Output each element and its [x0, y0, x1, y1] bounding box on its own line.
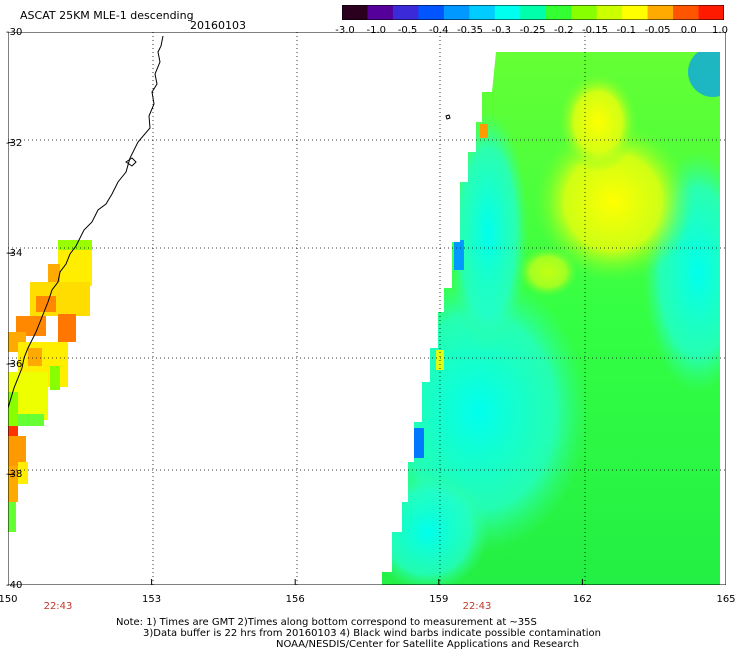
coast-island: [445, 114, 451, 120]
lat-label: -30: [6, 27, 23, 38]
yellow-cell: [18, 462, 28, 484]
colorbar-swatch: [673, 5, 700, 20]
orange-cell: [58, 314, 76, 342]
colorbar-label: -1.0: [366, 25, 387, 36]
map-grid: [8, 32, 726, 585]
lat-label: -34: [6, 248, 23, 260]
note-line-3: NOAA/NESDIS/Center for Satellite Applica…: [276, 639, 580, 650]
colorbar-swatch: [545, 5, 572, 20]
colorbar-swatch: [698, 5, 724, 20]
lon-label: 153: [142, 594, 162, 605]
colorbar-swatch: [520, 5, 547, 20]
colorbar-swatch: [494, 5, 521, 20]
colorbar-swatch: [392, 5, 419, 20]
lon-label: 156: [285, 594, 305, 605]
colorbar-label: -0.25: [519, 25, 546, 36]
green-cell: [50, 366, 60, 390]
colorbar-swatch: [596, 5, 623, 20]
green-cell: [58, 240, 92, 250]
lon-label: 159: [429, 594, 449, 605]
orange-cell: [36, 296, 56, 312]
cyan-region-west: [448, 112, 528, 352]
colorbar-swatch: [367, 5, 394, 20]
note-line-2: 3)Data buffer is 22 hrs from 20160103 4)…: [143, 628, 601, 639]
green-cell: [18, 414, 44, 426]
coastline: [8, 35, 164, 409]
colorbar-swatch: [443, 5, 470, 20]
colorbar-label: -3.0: [335, 25, 355, 36]
green-cell: [8, 392, 18, 426]
blue-patch: [414, 428, 424, 458]
lat-label: -38: [6, 469, 23, 481]
map-date: 20160103: [190, 19, 246, 32]
lat-label: -40: [6, 580, 23, 591]
colorbar-swatch: [342, 5, 369, 20]
time-label-east: 22:43: [462, 601, 492, 612]
orange-cell: [8, 436, 26, 466]
colorbar-swatch: [418, 5, 445, 20]
colorbar-swatch: [571, 5, 598, 20]
colorbar-label: -0.4: [428, 25, 449, 36]
colorbar-label: -0.2: [553, 25, 574, 36]
west-swath: [8, 240, 92, 532]
coast-island: [125, 157, 137, 167]
orange-cell: [8, 466, 18, 502]
lat-label: -36: [6, 358, 23, 370]
lon-label: 165: [716, 594, 736, 605]
colorbar-label: -0.05: [644, 25, 671, 36]
orange-cell: [28, 348, 42, 366]
lon-label: 162: [572, 594, 592, 605]
yellow-region-north: [558, 72, 638, 172]
colorbar: [342, 5, 724, 20]
blue-patch: [454, 240, 464, 270]
colorbar-label: 0.0: [680, 25, 697, 36]
red-cell: [8, 426, 18, 438]
lat-label: -32: [6, 137, 23, 149]
time-label-west: 22:43: [43, 601, 73, 612]
map-plot: [8, 32, 726, 585]
green-cell: [8, 502, 16, 532]
east-swath: [382, 52, 720, 585]
blue-region-ne: [688, 52, 720, 97]
orange-cell: [48, 264, 60, 282]
colorbar-label: -0.3: [491, 25, 512, 36]
map-title: ASCAT 25KM MLE-1 descending: [20, 9, 194, 22]
lon-label: 150: [0, 594, 18, 605]
axis-ticks: [8, 32, 726, 585]
colorbar-label: -0.35: [457, 25, 483, 36]
colorbar-label: 1.0: [712, 25, 728, 36]
colorbar-swatch: [622, 5, 649, 20]
yellow-region: [533, 122, 693, 282]
orange-patch: [480, 124, 488, 138]
colorbar-swatch: [469, 5, 496, 20]
colorbar-swatch: [647, 5, 674, 20]
note-line-1: Note: 1) Times are GMT 2)Times along bot…: [116, 617, 537, 628]
colorbar-label: -0.1: [616, 25, 637, 36]
yellow-region-west: [518, 247, 578, 297]
colorbar-label: -0.5: [397, 25, 418, 36]
orange-cell: [16, 316, 46, 336]
colorbar-label: -0.15: [582, 25, 608, 36]
